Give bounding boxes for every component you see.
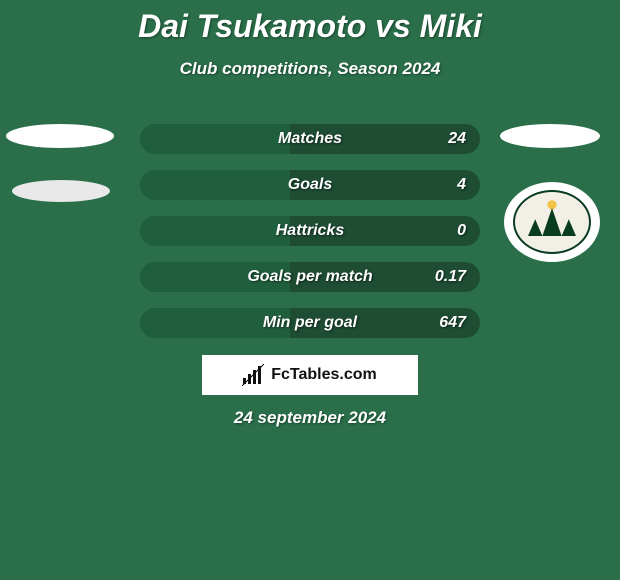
attribution-text: FcTables.com — [271, 366, 377, 384]
stat-label: Goals per match — [247, 268, 372, 286]
stat-fill — [140, 170, 290, 200]
stat-fill — [140, 124, 290, 154]
footer-date: 24 september 2024 — [0, 408, 620, 428]
left-player-plate-1 — [6, 124, 114, 148]
page-title: Dai Tsukamoto vs Miki — [0, 0, 620, 45]
stat-value: 647 — [439, 314, 466, 332]
stat-label: Min per goal — [263, 314, 357, 332]
right-player-plate-1 — [500, 124, 600, 148]
bar-trend-icon — [243, 366, 265, 384]
page-subtitle: Club competitions, Season 2024 — [0, 59, 620, 79]
stat-row-matches: Matches 24 — [140, 124, 480, 154]
right-player-club-crest — [504, 182, 600, 262]
crest-wings-icon — [528, 208, 576, 236]
left-player-plate-2 — [12, 180, 110, 202]
stat-row-goals-per-match: Goals per match 0.17 — [140, 262, 480, 292]
stat-row-min-per-goal: Min per goal 647 — [140, 308, 480, 338]
stat-value: 0 — [457, 222, 466, 240]
attribution-badge: FcTables.com — [202, 355, 418, 395]
stat-row-goals: Goals 4 — [140, 170, 480, 200]
stat-label: Goals — [288, 176, 332, 194]
stat-value: 24 — [448, 130, 466, 148]
stat-fill — [140, 216, 290, 246]
stat-label: Hattricks — [276, 222, 344, 240]
stat-value: 4 — [457, 176, 466, 194]
stat-value: 0.17 — [435, 268, 466, 286]
right-player-plate — [500, 124, 600, 148]
stat-label: Matches — [278, 130, 342, 148]
stat-row-hattricks: Hattricks 0 — [140, 216, 480, 246]
left-player-badges — [6, 124, 114, 202]
club-crest-inner — [513, 190, 591, 254]
stats-bars: Matches 24 Goals 4 Hattricks 0 Goals per… — [140, 124, 480, 354]
